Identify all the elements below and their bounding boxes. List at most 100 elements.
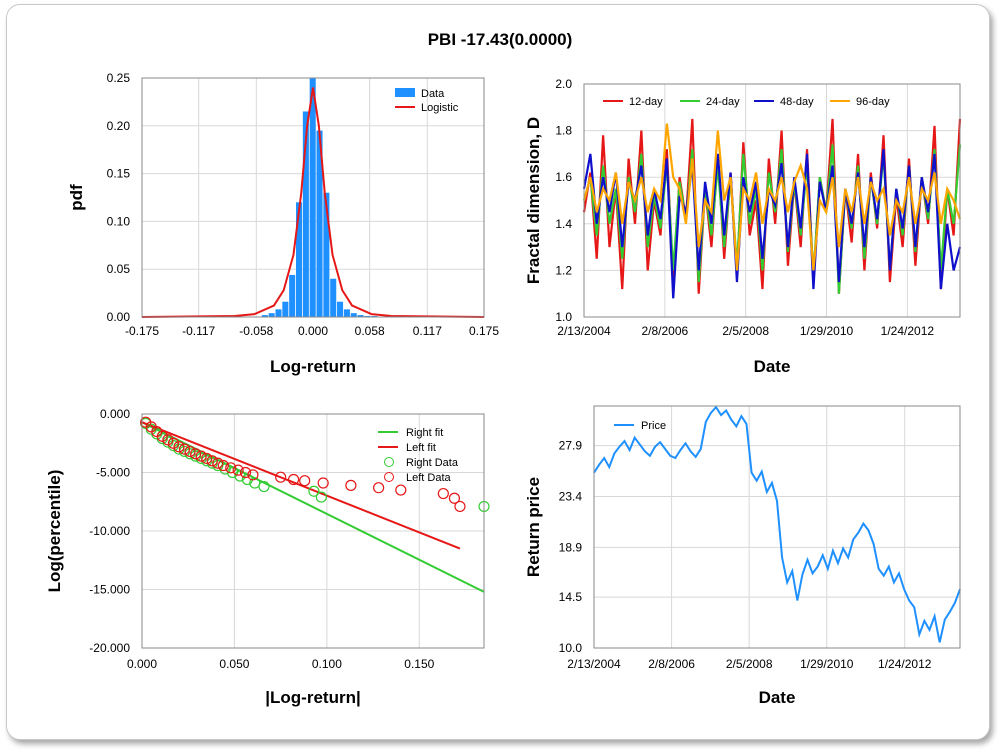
y-tick-label: 2.0 [555,77,572,91]
left-data-point [287,473,300,486]
right-data-point [308,485,320,497]
legend-label-48-day: 48-day [780,96,814,108]
legend-label-price: Price [641,420,666,432]
x-tick-label: 1/24/2012 [881,324,935,338]
logistic-fit-line [141,87,485,318]
y-tick-label: 1.4 [555,217,572,231]
left-data-point [184,445,196,458]
fractal-legend: 12-day 24-day 48-day 96-day [603,96,890,108]
histogram-marks [141,78,485,318]
legend-label-24-day: 24-day [706,96,740,108]
series-line-96-day [582,123,962,271]
right-data-point [258,480,270,493]
x-tick-label: 0.100 [312,657,342,671]
left-data-point [239,466,252,479]
left-data-point [448,492,461,504]
x-tick-label: -0.117 [182,324,215,338]
histogram-bar [337,301,344,317]
left-fit-line [141,421,461,550]
legend-label-1: Left fit [406,442,436,454]
x-tick-label: 2/13/2004 [567,657,621,671]
left-data-point [317,477,329,489]
x-tick-label: -0.058 [239,324,273,338]
legend-label-logistic: Logistic [421,102,459,114]
price-grid [593,406,960,649]
fractal-plot-area [583,83,961,318]
y-tick-label: -5.000 [96,466,130,480]
legend-label-96-day: 96-day [856,96,890,108]
left-data-point [275,471,287,483]
histogram-bar [289,274,296,317]
right-data-point [234,470,246,482]
x-tick-label: 1/29/2010 [800,324,854,338]
left-data-point [217,459,229,472]
y-tick-label: 0.00 [107,310,131,324]
x-tick-label: 2/8/2006 [648,657,695,671]
tails-x-axis-label: |Log-return| [265,688,360,707]
y-tick-label: 0.20 [107,119,131,133]
tails-y-axis-label: Log(percentile) [45,470,64,593]
x-tick-label: 0.117 [413,324,442,338]
fractal-panel: 2/13/2004 2/8/2006 2/5/2008 1/29/2010 1/24/2… [524,77,962,376]
histogram-bar [275,309,282,317]
right-data-point [226,466,239,479]
x-tick-label: -0.175 [125,324,159,338]
y-tick-label: 1.2 [555,263,572,277]
fractal-marks [582,118,962,299]
y-tick-label: 0.15 [107,167,131,181]
histogram-bar [309,78,316,317]
x-tick-label: 1/24/2012 [878,657,932,671]
x-tick-label: 2/8/2006 [641,324,688,338]
left-data-point [195,450,207,462]
left-data-point [225,462,237,474]
histogram-bar [295,202,303,317]
histogram-bar [302,111,309,318]
price-panel: 2/13/2004 2/8/2006 2/5/2008 1/29/2010 1/24/2… [524,405,961,707]
x-tick-label: 0.150 [404,657,434,671]
x-tick-label: 2/5/2008 [726,657,773,671]
histogram-bar [282,301,289,317]
x-tick-label: 0.058 [355,324,385,338]
price-marks [593,405,961,643]
x-tick-label: 1/29/2010 [800,657,854,671]
y-tick-label: 27.9 [559,439,583,453]
left-data-point [454,500,466,513]
y-tick-label: 14.5 [559,590,583,604]
left-data-point [212,457,224,469]
y-tick-label: 10.0 [559,641,583,655]
y-tick-label: -15.000 [89,583,130,597]
chart-frame [6,4,990,740]
price-plot-area [593,405,961,649]
histogram-bar [330,278,337,317]
price-x-axis-label: Date [759,688,796,707]
histogram-bar [357,315,364,317]
x-tick-label: 2/5/2008 [722,324,769,338]
y-tick-label: 0.000 [100,407,130,421]
price-y-axis-label: Return price [524,477,543,577]
price-legend: Price [614,420,666,432]
histogram-panel: -0.175 -0.117 -0.058 0.000 0.058 0.117 0.175 0.… [67,71,499,376]
series-line-48-day [582,149,962,299]
left-data-point [156,430,168,442]
left-data-point [373,482,385,494]
price-ticks: 2/13/2004 2/8/2006 2/5/2008 1/29/2010 1/24/2… [559,439,932,671]
histogram-y-axis-label: pdf [67,184,86,211]
fractal-x-axis-label: Date [754,357,791,376]
left-data-point [201,452,213,465]
y-tick-label: -20.000 [89,641,130,655]
fractal-ticks: 2/13/2004 2/8/2006 2/5/2008 1/29/2010 1/24/2… [555,77,934,338]
histogram-bar [323,192,330,317]
y-tick-label: 0.10 [107,214,131,228]
x-tick-label: 0.000 [298,324,328,338]
left-data-point [247,469,259,481]
y-tick-label: 1.8 [555,124,572,138]
histogram-bar [343,309,350,317]
histogram-bar [350,313,357,317]
left-data-point [173,441,185,453]
y-tick-label: 0.05 [107,262,131,276]
x-tick-label: 0.000 [127,657,157,671]
right-data-point [315,491,327,503]
tails-plot-area [141,413,485,649]
price-line [593,405,961,643]
